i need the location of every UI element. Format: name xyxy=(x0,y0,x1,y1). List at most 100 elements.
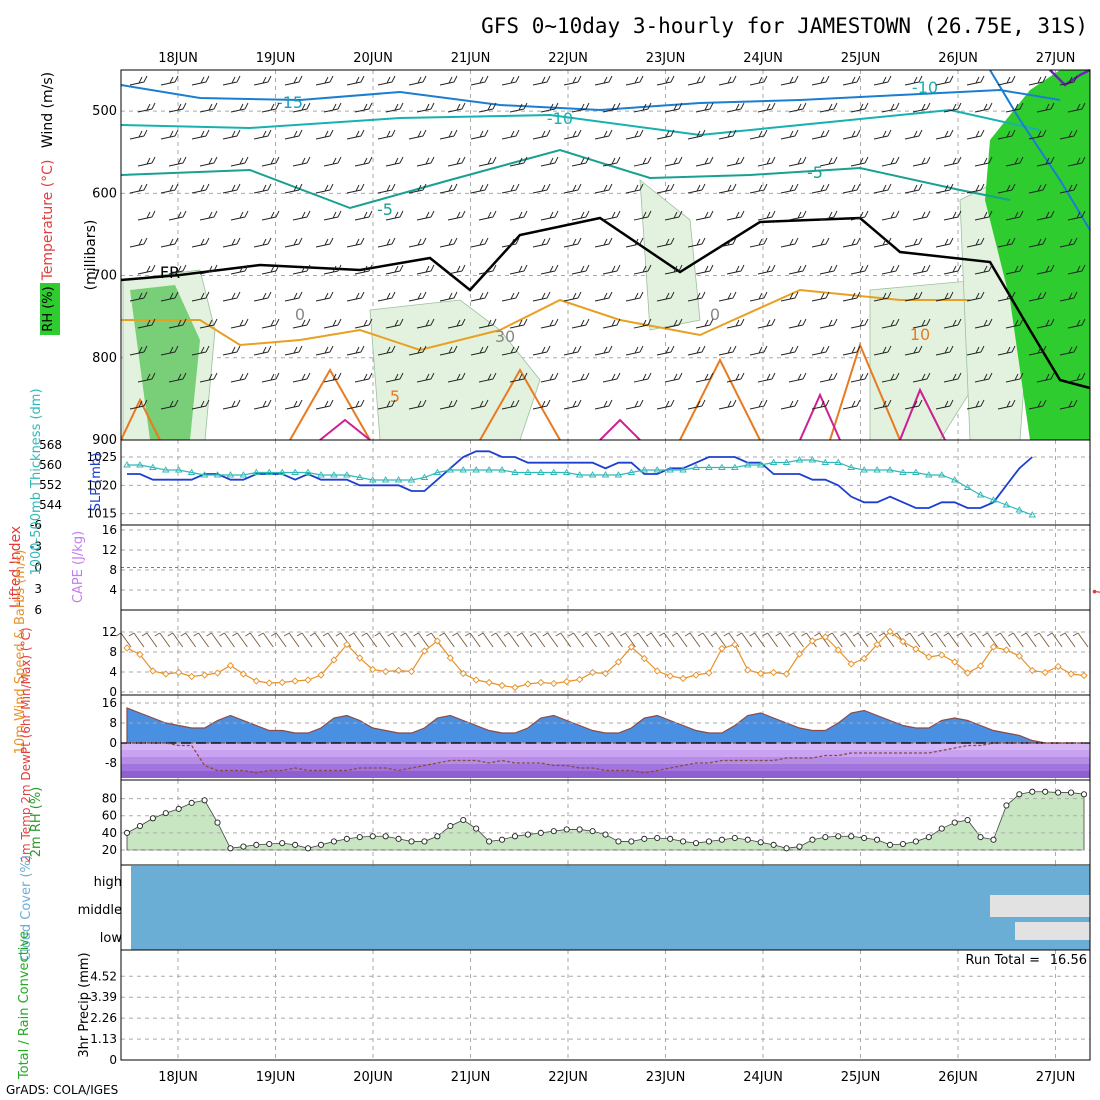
wind-barb xyxy=(656,345,675,356)
contour-label: -5 xyxy=(807,163,823,182)
wind-barb xyxy=(168,210,187,221)
lifted-index-label: Lifted Index xyxy=(8,526,24,608)
wind-barb xyxy=(292,102,311,113)
rh-point xyxy=(434,833,441,840)
wind-barb xyxy=(284,291,303,302)
wind-speed-point xyxy=(640,654,648,663)
wind-barb xyxy=(1036,264,1055,275)
rh-point xyxy=(589,828,596,835)
rh-point xyxy=(770,841,777,848)
contour-label: -10 xyxy=(547,109,573,128)
precip-tick: 4.52 xyxy=(90,969,117,983)
wind-speed-point xyxy=(1028,666,1036,675)
wind-speed-point xyxy=(976,662,985,670)
below-zero-band xyxy=(121,743,1090,750)
wind-barb xyxy=(749,183,768,194)
rh-point xyxy=(1080,791,1088,798)
pressure-tick: 900 xyxy=(92,433,117,448)
wind-barb-10m xyxy=(775,632,791,648)
wind-barb-10m xyxy=(154,632,171,648)
wind-barb xyxy=(811,237,830,248)
thickness-marker xyxy=(562,468,571,475)
wind-barb xyxy=(1059,129,1078,140)
wind-barb xyxy=(943,210,962,221)
rh-point xyxy=(848,833,855,840)
wind-barb-10m xyxy=(736,632,753,648)
wind-barb xyxy=(602,156,621,167)
wind-barb xyxy=(811,291,830,302)
rh-point xyxy=(757,839,764,846)
wind-barb xyxy=(408,345,427,356)
wind-barb xyxy=(881,264,900,275)
wind-barb xyxy=(447,372,466,383)
wind-speed-point xyxy=(938,651,946,659)
rh-point xyxy=(964,816,971,824)
rh-point xyxy=(343,835,350,842)
rh-point xyxy=(240,843,247,850)
wind-barb xyxy=(718,291,737,302)
wind-barb xyxy=(323,264,342,275)
thickness-marker xyxy=(808,456,817,463)
wind-barb-10m xyxy=(232,632,248,648)
wind-barb xyxy=(315,129,334,140)
wind-barb xyxy=(1036,156,1055,167)
wind-barb xyxy=(757,264,776,275)
wind-barb xyxy=(284,75,303,86)
wind-barb xyxy=(563,237,582,248)
wind-speed-point xyxy=(550,679,558,688)
wind-barb-10m xyxy=(219,632,235,648)
wind-barb xyxy=(323,156,342,167)
wind-tick: 0 xyxy=(109,685,117,699)
wind-barb xyxy=(315,399,334,410)
wind-barb xyxy=(625,399,644,410)
cloud-level-label: high xyxy=(94,875,122,890)
wind-barb xyxy=(687,399,706,410)
rh-point xyxy=(253,841,260,848)
wind-barb xyxy=(191,291,210,302)
temp-outline xyxy=(126,707,1084,744)
wind-speed-point xyxy=(692,671,700,679)
wind-barb xyxy=(974,210,993,221)
thickness-marker xyxy=(575,471,584,478)
thickness-marker xyxy=(860,466,868,473)
wind-barb xyxy=(726,156,745,167)
wind-barb-10m xyxy=(1033,632,1050,648)
wind-barb-10m xyxy=(180,632,197,648)
wind-speed-point xyxy=(213,669,222,677)
wind-barb xyxy=(842,237,861,248)
wind-barb xyxy=(1028,129,1047,140)
wind-barb xyxy=(385,264,404,275)
thickness-marker xyxy=(549,468,558,475)
wind-barb xyxy=(873,129,892,140)
wind-barb xyxy=(501,183,520,194)
pressure-tick: 600 xyxy=(92,186,117,201)
wind-barb xyxy=(478,318,497,329)
wind-barb xyxy=(323,372,342,383)
wind-barb xyxy=(447,102,466,113)
wind-barb-10m xyxy=(827,632,843,648)
wind-barb-10m xyxy=(1008,632,1024,648)
wind-barb xyxy=(594,399,613,410)
wind-barb xyxy=(230,264,249,275)
wind-barb-10m xyxy=(852,632,869,648)
cloud-level-label: low xyxy=(100,931,123,946)
wind-barb xyxy=(439,345,458,356)
rh-point xyxy=(861,834,868,842)
wind-barb xyxy=(788,102,807,113)
wind-barb xyxy=(385,210,404,221)
below-zero-band xyxy=(121,750,1090,757)
day-label-bottom: 19JUN xyxy=(256,1070,296,1085)
wind-barb xyxy=(261,318,280,329)
thickness-marker xyxy=(795,456,804,463)
wind-barb xyxy=(749,237,768,248)
rh-point xyxy=(1042,788,1049,795)
rh-point xyxy=(227,845,234,852)
thickness-tick: 552 xyxy=(39,478,62,492)
wind-barb xyxy=(284,183,303,194)
lifted-tick: 0 xyxy=(34,561,42,575)
wind-barb xyxy=(695,156,714,167)
wind-barb xyxy=(501,345,520,356)
isotherm-line xyxy=(120,342,901,441)
wind-barb xyxy=(850,318,869,329)
wind-barb xyxy=(168,372,187,383)
